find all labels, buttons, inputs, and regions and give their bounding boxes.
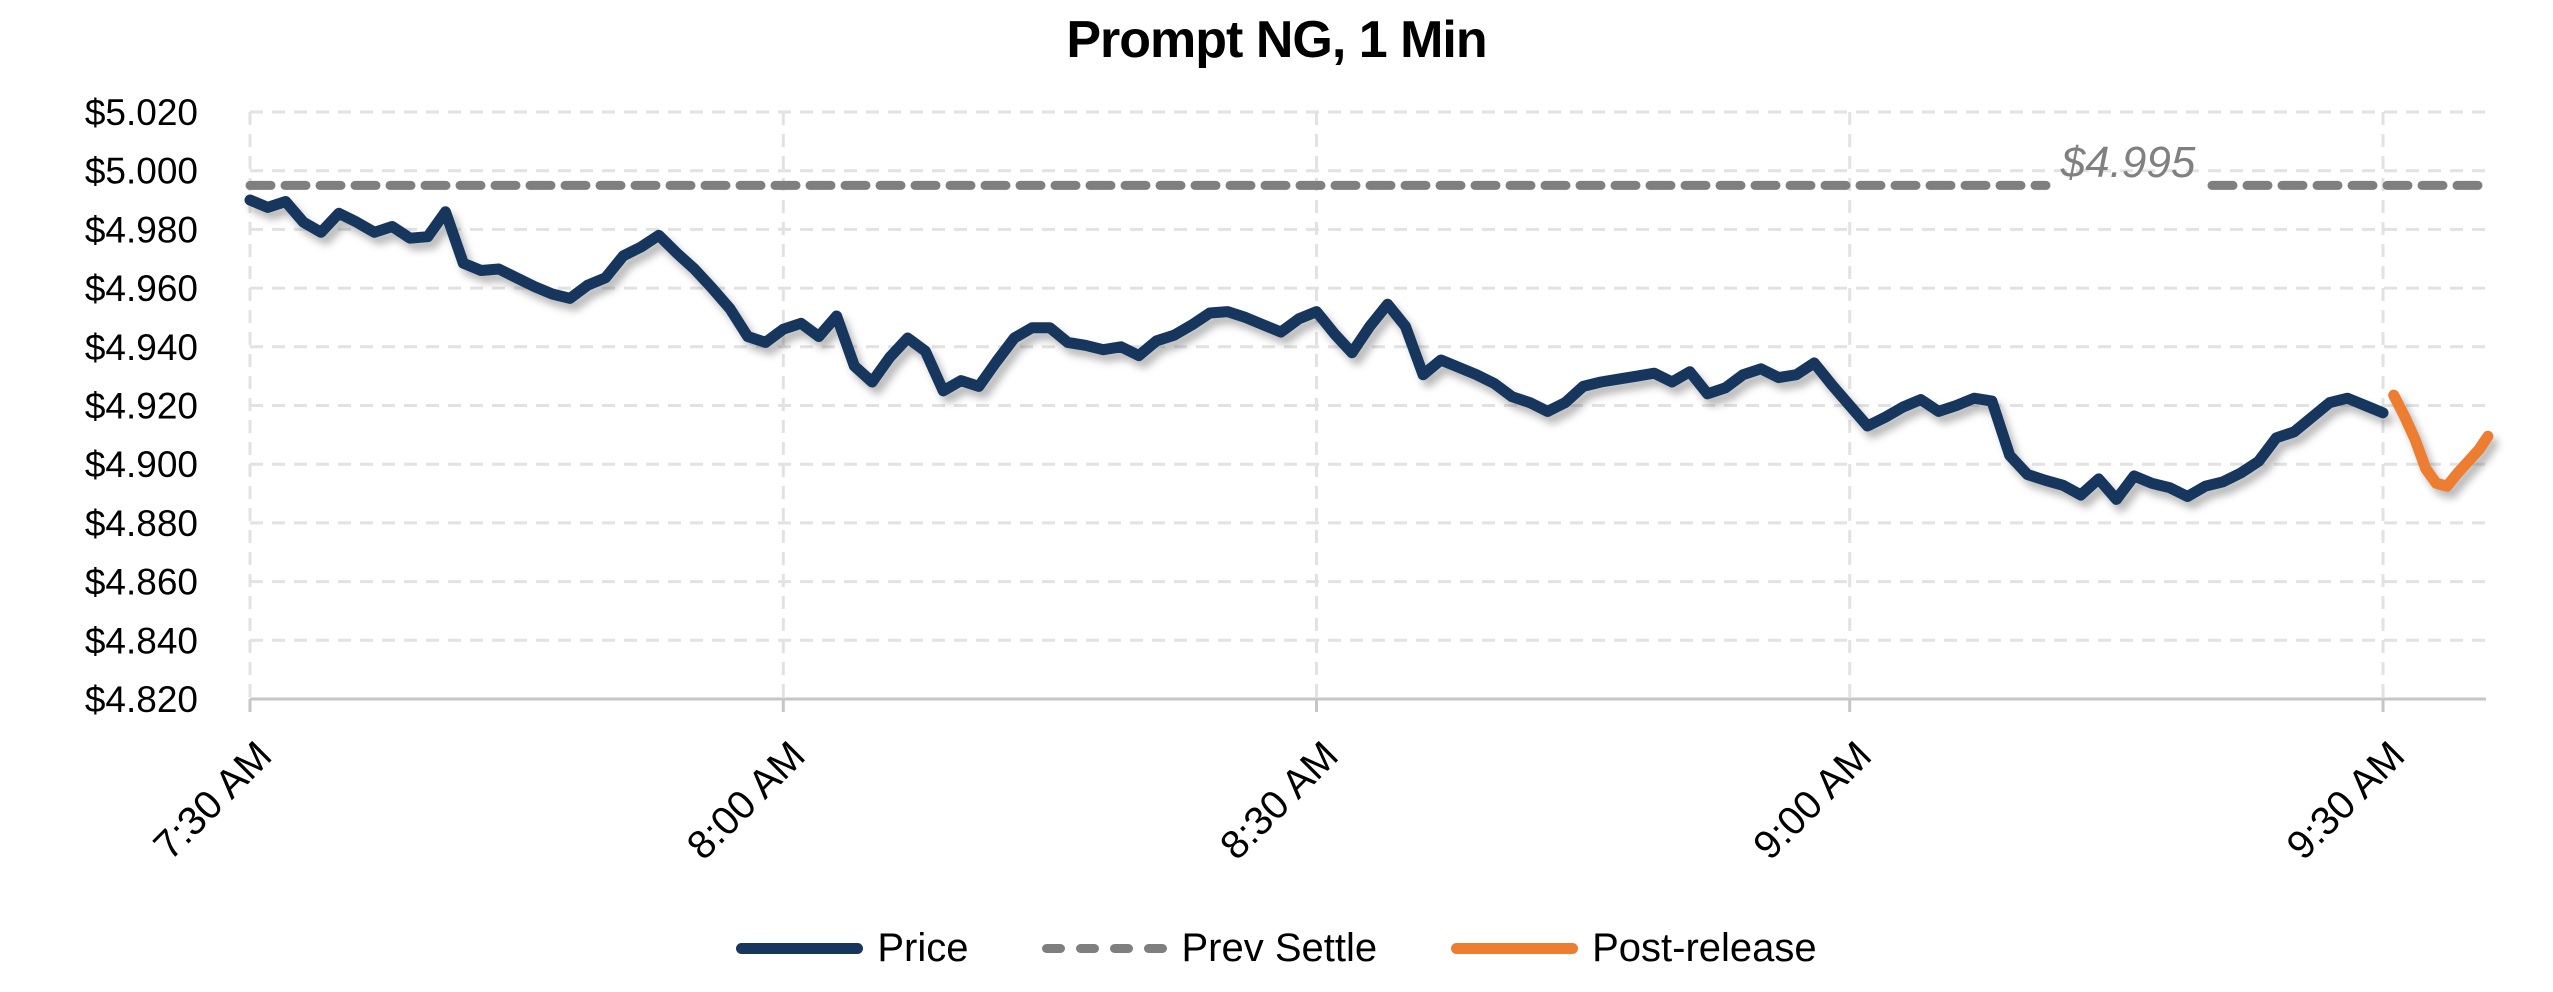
y-tick-label: $4.840 — [85, 620, 198, 661]
post-release-line-path — [2388, 389, 2494, 492]
prev-settle-value-annotation: $4.995 — [2060, 138, 2196, 187]
chart-legend: Price Prev Settle Post-release — [0, 928, 2553, 968]
y-tick-label: $4.880 — [85, 503, 198, 544]
legend-label-prev-settle: Prev Settle — [1181, 926, 1378, 970]
x-tick-label: 8:30 AM — [1212, 733, 1347, 868]
legend-label-price: Price — [877, 926, 969, 970]
prev-settle-dashed-swatch-icon — [1042, 943, 1168, 953]
y-tick-label: $5.000 — [85, 151, 198, 192]
post-release-series-line — [2388, 389, 2494, 492]
chart-title: Prompt NG, 1 Min — [1066, 11, 1487, 69]
y-tick-label: $4.940 — [85, 327, 198, 368]
x-tick-label: 9:00 AM — [1745, 733, 1880, 868]
y-tick-label: $4.900 — [85, 444, 198, 485]
y-tick-label: $4.860 — [85, 562, 198, 603]
x-tick-label: 7:30 AM — [145, 733, 280, 868]
legend-item-prev-settle: Prev Settle — [1042, 928, 1377, 968]
y-tick-label: $4.980 — [85, 209, 198, 250]
x-tick-label: 8:00 AM — [679, 733, 814, 868]
y-tick-label: $4.920 — [85, 386, 198, 427]
post-release-line-swatch-icon — [1451, 942, 1579, 954]
legend-item-price: Price — [736, 928, 968, 968]
x-tick-label: 9:30 AM — [2278, 733, 2413, 868]
legend-item-post-release: Post-release — [1451, 928, 1817, 968]
y-axis-labels: $5.020 $5.000 $4.980 $4.960 $4.940 $4.920 $4.9… — [85, 92, 198, 720]
y-tick-label: $5.020 — [85, 92, 198, 133]
y-tick-label: $4.820 — [85, 679, 198, 720]
price-line-swatch-icon — [736, 942, 864, 954]
y-tick-label: $4.960 — [85, 268, 198, 309]
price-line-path — [244, 194, 2389, 505]
horizontal-gridlines — [250, 110, 2486, 642]
x-axis-line-and-ticks — [248, 697, 2486, 712]
price-series-line — [244, 194, 2389, 505]
x-axis-labels: 7:30 AM 8:00 AM 8:30 AM 9:00 AM 9:30 AM — [145, 733, 2413, 868]
legend-label-post-release: Post-release — [1592, 926, 1817, 970]
